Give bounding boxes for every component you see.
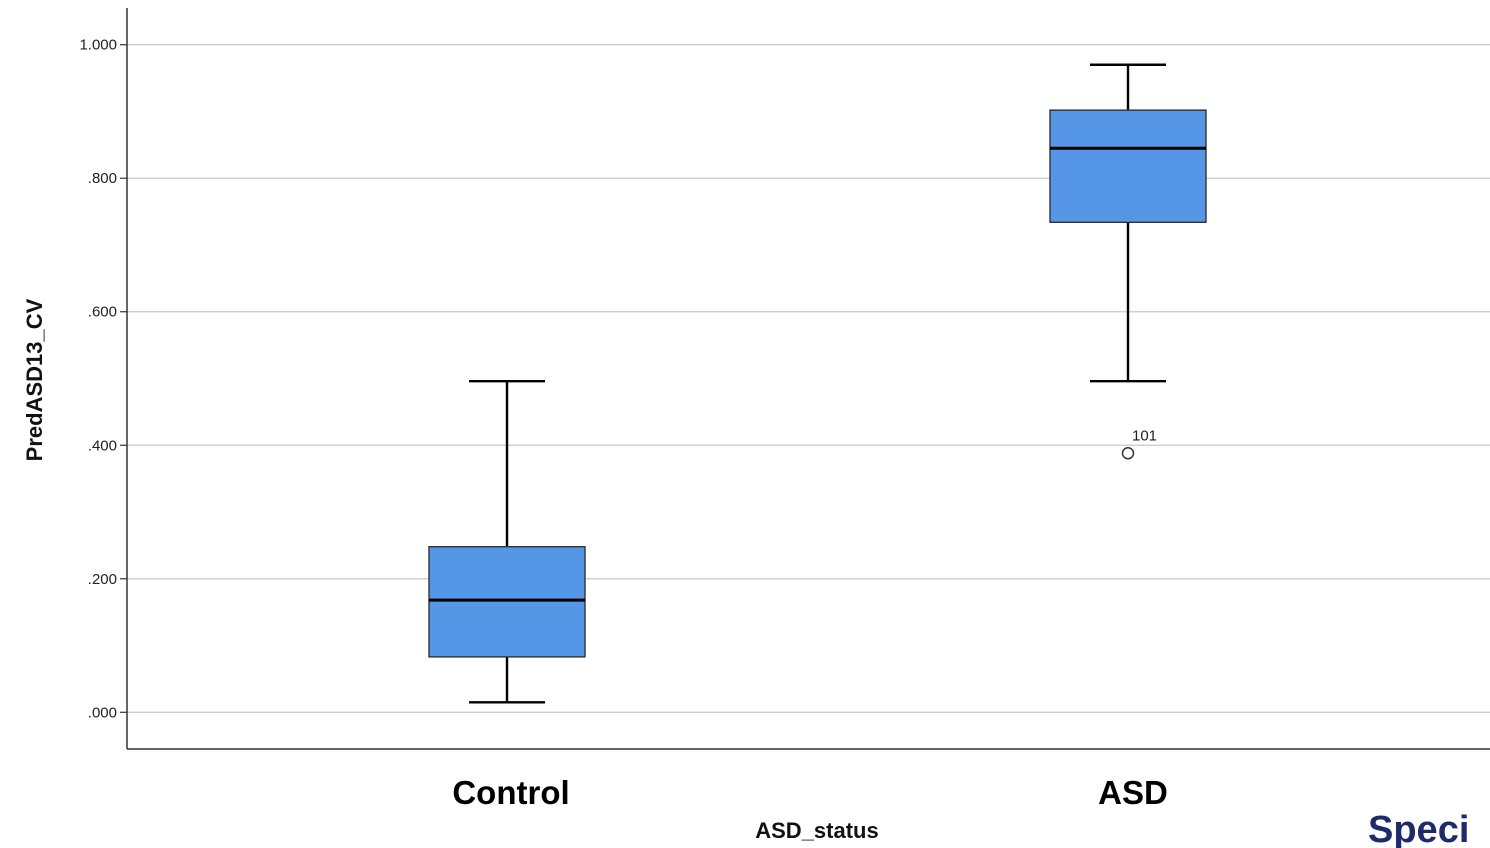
y-tick-label: .000 [88,704,117,721]
y-tick-label: 1.000 [79,37,117,54]
box-group [428,379,586,704]
axes [126,8,1490,750]
x-category-labels: Control ASD [452,774,1168,811]
box-group: 101 [1049,63,1207,460]
y-axis-title: PredASD13_CV [22,298,47,461]
category-label: Control [452,774,569,811]
y-tick-label: .600 [88,304,117,321]
y-tick-label: .800 [88,170,117,187]
x-axis-title: ASD_status [755,818,878,843]
grid-lines [127,44,1490,713]
box-series: 101 [428,63,1207,704]
corner-text: Speci [1368,809,1469,848]
y-tick-label: .200 [88,571,117,588]
category-label: ASD [1098,774,1168,811]
y-tick-labels: .000 .200 .400 .600 .800 1.000 [79,37,127,721]
iqr-box [1049,109,1207,223]
outlier-point [1121,447,1135,460]
iqr-box [428,546,586,658]
y-tick-label: .400 [88,437,117,454]
outlier-label: 101 [1132,427,1157,444]
